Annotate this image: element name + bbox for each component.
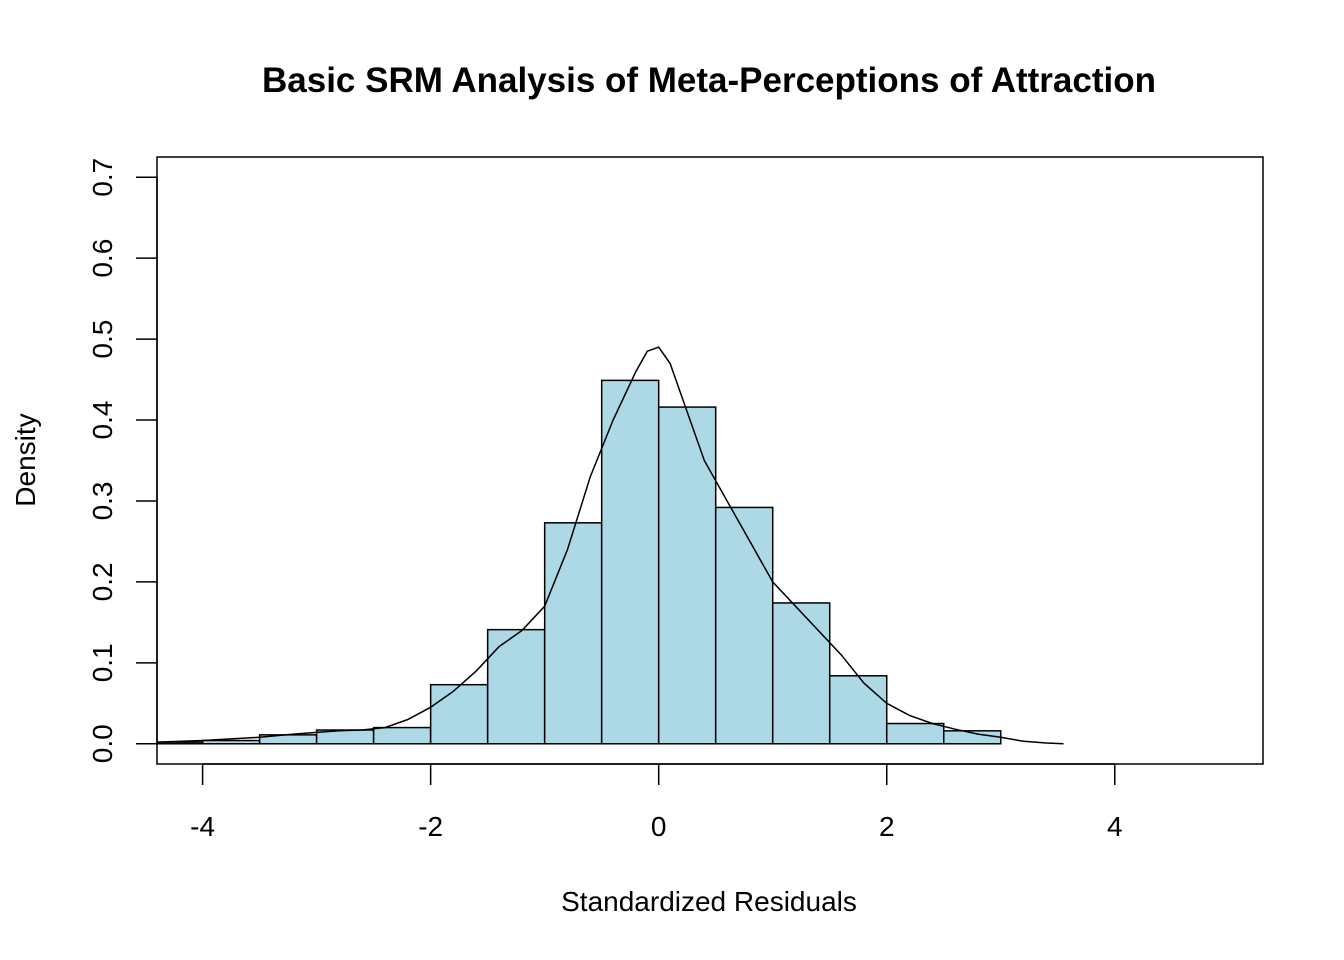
x-tick-label: -4 [190,811,215,842]
histogram-bar [657,406,717,745]
y-tick-label: 0.3 [87,481,118,520]
histogram-bar [714,506,774,745]
y-tick-label: 0.2 [87,562,118,601]
histogram-bar [201,739,261,745]
histogram-bar [885,722,945,745]
y-tick-label: 0.5 [87,320,118,359]
density-curve [157,346,1064,745]
chart-title: Basic SRM Analysis of Meta-Perceptions o… [262,61,1156,100]
y-tick-label: 0.6 [87,239,118,278]
histogram-bar [486,628,546,745]
histogram-bars [157,379,1002,745]
y-axis: 0.0 0.1 0.2 0.3 0.4 0.5 0.6 0.7 [87,158,158,763]
x-tick-label: -2 [418,811,443,842]
histogram-bar [828,675,888,745]
x-tick-label: 2 [879,811,895,842]
y-tick-label: 0.0 [87,724,118,763]
y-tick-label: 0.7 [87,158,118,197]
histogram-bar [600,379,660,745]
y-tick-label: 0.4 [87,401,118,440]
x-axis-label: Standardized Residuals [561,886,857,917]
x-axis: -4 -2 0 2 4 [190,763,1123,842]
x-tick-label: 0 [651,811,667,842]
histogram-bar [372,726,432,745]
x-tick-label: 4 [1107,811,1123,842]
histogram-bar [429,683,489,745]
histogram-bar [771,602,831,745]
y-axis-label: Density [10,413,41,506]
histogram-bar [543,522,603,745]
y-tick-label: 0.1 [87,643,118,682]
